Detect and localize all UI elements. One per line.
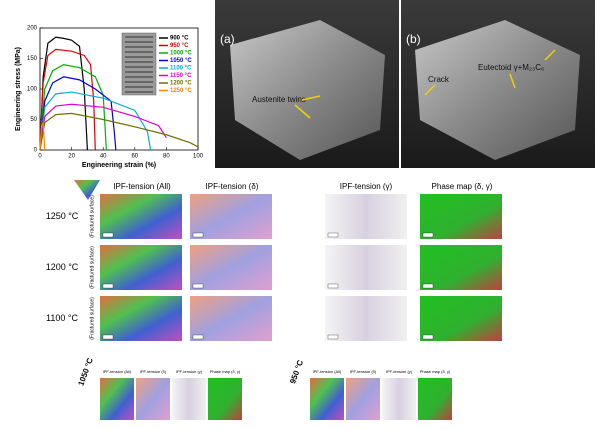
x-tick-label: 80 — [163, 154, 170, 160]
small-header: Phase map (δ, γ) — [210, 369, 241, 374]
ebsd-map — [136, 378, 170, 420]
panel-label: (a) — [220, 32, 235, 46]
scale-bar — [327, 334, 339, 340]
legend-label: 900 °C — [170, 36, 189, 42]
legend-label: 1150 °C — [170, 73, 192, 79]
scale-bar — [192, 334, 204, 340]
arrow — [301, 95, 321, 101]
surface-label: (Fractured surface) — [89, 246, 95, 289]
scale-bar — [102, 232, 114, 238]
arrow — [424, 84, 436, 96]
row-label: 1100 °C — [46, 313, 78, 323]
small-header: IPF-tension (γ) — [176, 369, 203, 374]
column-header: IPF-tension (δ) — [206, 182, 259, 191]
legend-label: 1100 °C — [170, 66, 192, 72]
x-axis-label: Engineering strain (%) — [82, 162, 156, 169]
legend-label: 1250 °C — [170, 88, 192, 94]
line-series — [39, 63, 107, 151]
panel-a-volume — [230, 20, 385, 160]
ebsd-map — [100, 378, 134, 420]
small-header: IPF-tension (All) — [103, 369, 132, 374]
legend-label: 1050 °C — [170, 58, 192, 64]
line-series — [39, 120, 46, 151]
ebsd-map — [172, 378, 206, 420]
legend-label: 1000 °C — [170, 51, 192, 57]
small-header: IPF-tension (δ) — [350, 369, 377, 374]
x-tick-label: 0 — [38, 154, 42, 160]
column-header: IPF-tension (γ) — [340, 182, 393, 191]
x-tick-label: 40 — [100, 154, 107, 160]
inset-image — [121, 32, 157, 96]
ebsd-map — [325, 296, 407, 341]
x-tick-label: 100 — [193, 154, 204, 160]
line-series — [39, 91, 152, 151]
ebsd-maps: IPF-tension (All) IPF-tension (δ) IPF-tens… — [46, 182, 502, 420]
ebsd-map — [420, 245, 502, 290]
surface-label: (Fractured surface) — [89, 195, 95, 238]
scale-bar — [192, 283, 204, 289]
y-axis-label: Engineering stress (MPa) — [15, 47, 22, 131]
ebsd-map — [100, 296, 182, 341]
scale-bar — [327, 232, 339, 238]
surface-label: (Fractured surface) — [89, 297, 95, 340]
legend-label: 1200 °C — [170, 81, 192, 87]
small-header: IPF-tension (δ) — [140, 369, 167, 374]
ipf-key — [74, 180, 100, 200]
ebsd-map — [208, 378, 242, 420]
x-tick-label: 60 — [131, 154, 138, 160]
small-header: Phase map (δ, γ) — [420, 369, 451, 374]
row-label: 1250 °C — [46, 211, 79, 221]
annotation: Eutectoid γ+M₂₃C₆ — [478, 63, 544, 72]
ebsd-map — [310, 378, 344, 420]
scale-bar — [422, 232, 434, 238]
legend-label: 950 °C — [170, 43, 189, 49]
line-series — [39, 103, 167, 151]
arrow — [294, 104, 311, 119]
column-header: IPF-tension (All) — [113, 182, 171, 191]
column-header: Phase map (δ, γ) — [432, 182, 493, 191]
ebsd-map — [100, 194, 182, 239]
temperature-label: 1050 °C — [76, 356, 94, 387]
ebsd-map — [420, 194, 502, 239]
scale-bar — [327, 283, 339, 289]
arrow — [544, 49, 556, 61]
line-series — [39, 48, 96, 151]
scale-bar — [192, 232, 204, 238]
panel-label: (b) — [406, 32, 421, 46]
ebsd-map — [325, 194, 407, 239]
ebsd-map — [100, 245, 182, 290]
small-header: IPF-tension (All) — [313, 369, 342, 374]
row-label: 1200 °C — [46, 262, 79, 272]
ebsd-map — [418, 378, 452, 420]
ebsd-map — [420, 296, 502, 341]
temperature-label: 950 °C — [288, 359, 305, 385]
annotation: Crack — [428, 75, 450, 84]
ebsd-map — [190, 245, 272, 290]
ebsd-map — [190, 194, 272, 239]
line-series — [39, 112, 199, 151]
ebsd-map — [190, 296, 272, 341]
y-tick-label: 100 — [27, 87, 38, 93]
y-tick-label: 50 — [30, 117, 37, 123]
panel-b-volume — [415, 20, 580, 160]
ebsd-map — [346, 378, 380, 420]
annotation: Austenite twins — [252, 95, 306, 104]
y-tick-label: 200 — [27, 26, 38, 32]
y-tick-label: 150 — [27, 56, 38, 62]
ebsd-map — [325, 245, 407, 290]
arrow — [509, 73, 516, 89]
scale-bar — [102, 283, 114, 289]
scale-bar — [422, 283, 434, 289]
y-tick-label: 0 — [34, 148, 38, 154]
scale-bar — [102, 334, 114, 340]
x-tick-label: 20 — [68, 154, 75, 160]
line-series — [39, 36, 88, 151]
small-header: IPF-tension (γ) — [386, 369, 413, 374]
scale-bar — [422, 334, 434, 340]
ebsd-map — [382, 378, 416, 420]
